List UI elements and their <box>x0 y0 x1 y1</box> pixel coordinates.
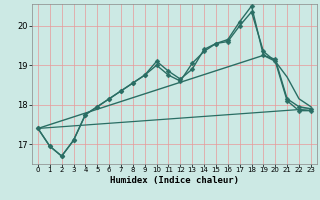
X-axis label: Humidex (Indice chaleur): Humidex (Indice chaleur) <box>110 176 239 185</box>
